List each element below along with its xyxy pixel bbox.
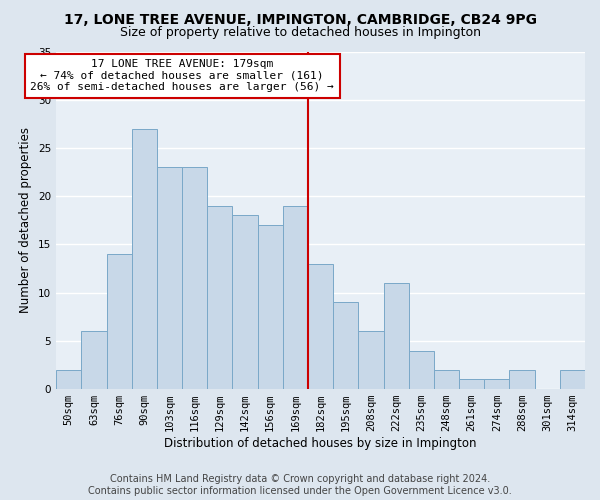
Bar bbox=[409, 350, 434, 389]
Bar bbox=[56, 370, 82, 389]
Bar bbox=[257, 225, 283, 389]
Bar bbox=[560, 370, 585, 389]
Bar bbox=[107, 254, 132, 389]
Bar bbox=[509, 370, 535, 389]
Bar bbox=[82, 331, 107, 389]
X-axis label: Distribution of detached houses by size in Impington: Distribution of detached houses by size … bbox=[164, 437, 477, 450]
Bar bbox=[434, 370, 459, 389]
Bar bbox=[132, 128, 157, 389]
Bar bbox=[333, 302, 358, 389]
Bar bbox=[182, 167, 207, 389]
Bar bbox=[308, 264, 333, 389]
Bar bbox=[232, 216, 257, 389]
Text: Size of property relative to detached houses in Impington: Size of property relative to detached ho… bbox=[119, 26, 481, 39]
Text: 17 LONE TREE AVENUE: 179sqm
← 74% of detached houses are smaller (161)
26% of se: 17 LONE TREE AVENUE: 179sqm ← 74% of det… bbox=[30, 59, 334, 92]
Text: 17, LONE TREE AVENUE, IMPINGTON, CAMBRIDGE, CB24 9PG: 17, LONE TREE AVENUE, IMPINGTON, CAMBRID… bbox=[64, 12, 536, 26]
Y-axis label: Number of detached properties: Number of detached properties bbox=[19, 128, 32, 314]
Bar bbox=[157, 167, 182, 389]
Bar bbox=[207, 206, 232, 389]
Bar bbox=[383, 283, 409, 389]
Bar bbox=[459, 380, 484, 389]
Bar bbox=[484, 380, 509, 389]
Text: Contains HM Land Registry data © Crown copyright and database right 2024.
Contai: Contains HM Land Registry data © Crown c… bbox=[88, 474, 512, 496]
Bar bbox=[283, 206, 308, 389]
Bar bbox=[358, 331, 383, 389]
